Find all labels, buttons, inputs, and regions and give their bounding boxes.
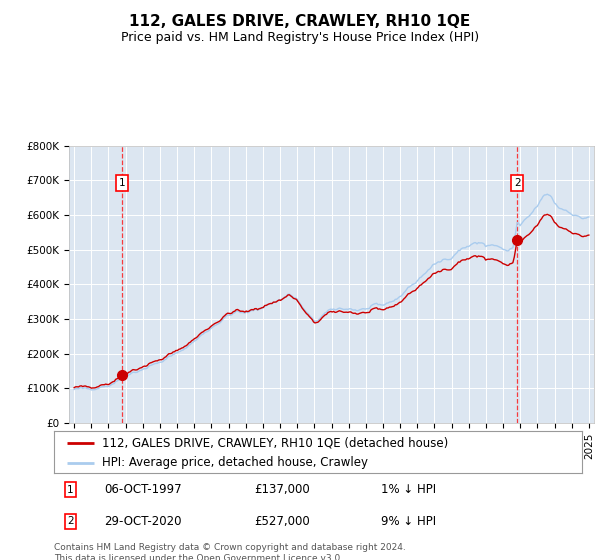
Text: 1: 1 [67,485,74,495]
Text: Contains HM Land Registry data © Crown copyright and database right 2024.
This d: Contains HM Land Registry data © Crown c… [54,543,406,560]
Text: 2: 2 [67,516,74,526]
Text: 9% ↓ HPI: 9% ↓ HPI [382,515,436,528]
Text: 29-OCT-2020: 29-OCT-2020 [104,515,182,528]
Text: 112, GALES DRIVE, CRAWLEY, RH10 1QE (detached house): 112, GALES DRIVE, CRAWLEY, RH10 1QE (det… [101,436,448,450]
Text: 06-OCT-1997: 06-OCT-1997 [104,483,182,496]
Text: 2: 2 [514,178,521,188]
Text: HPI: Average price, detached house, Crawley: HPI: Average price, detached house, Craw… [101,456,368,469]
Text: £137,000: £137,000 [254,483,310,496]
Text: Price paid vs. HM Land Registry's House Price Index (HPI): Price paid vs. HM Land Registry's House … [121,31,479,44]
Text: 1% ↓ HPI: 1% ↓ HPI [382,483,436,496]
Text: 1: 1 [118,178,125,188]
Text: 112, GALES DRIVE, CRAWLEY, RH10 1QE: 112, GALES DRIVE, CRAWLEY, RH10 1QE [130,14,470,29]
Text: £527,000: £527,000 [254,515,310,528]
